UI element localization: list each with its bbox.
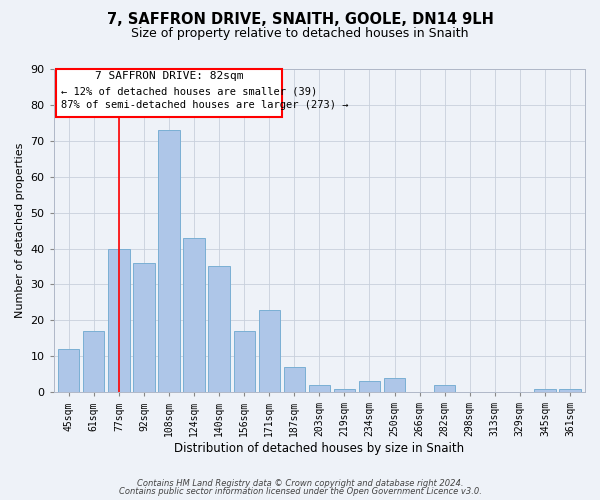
Bar [233,331,255,392]
Bar [384,378,405,392]
X-axis label: Distribution of detached houses by size in Snaith: Distribution of detached houses by size … [174,442,464,455]
Bar [208,266,230,392]
Text: 7, SAFFRON DRIVE, SNAITH, GOOLE, DN14 9LH: 7, SAFFRON DRIVE, SNAITH, GOOLE, DN14 9L… [107,12,493,28]
Bar [359,382,380,392]
Bar [133,263,155,392]
Text: 7 SAFFRON DRIVE: 82sqm: 7 SAFFRON DRIVE: 82sqm [95,71,243,81]
Text: Contains public sector information licensed under the Open Government Licence v3: Contains public sector information licen… [119,487,481,496]
Bar [334,388,355,392]
Bar [559,388,581,392]
Text: Size of property relative to detached houses in Snaith: Size of property relative to detached ho… [131,28,469,40]
Y-axis label: Number of detached properties: Number of detached properties [15,143,25,318]
Bar [534,388,556,392]
Bar [434,385,455,392]
Text: Contains HM Land Registry data © Crown copyright and database right 2024.: Contains HM Land Registry data © Crown c… [137,478,463,488]
Text: ← 12% of detached houses are smaller (39): ← 12% of detached houses are smaller (39… [61,86,317,97]
Bar [309,385,330,392]
Bar [108,248,130,392]
Bar [58,349,79,392]
Text: 87% of semi-detached houses are larger (273) →: 87% of semi-detached houses are larger (… [61,100,349,110]
Bar [259,310,280,392]
Bar [184,238,205,392]
Bar [284,367,305,392]
Bar [56,69,282,117]
Bar [158,130,179,392]
Bar [83,331,104,392]
